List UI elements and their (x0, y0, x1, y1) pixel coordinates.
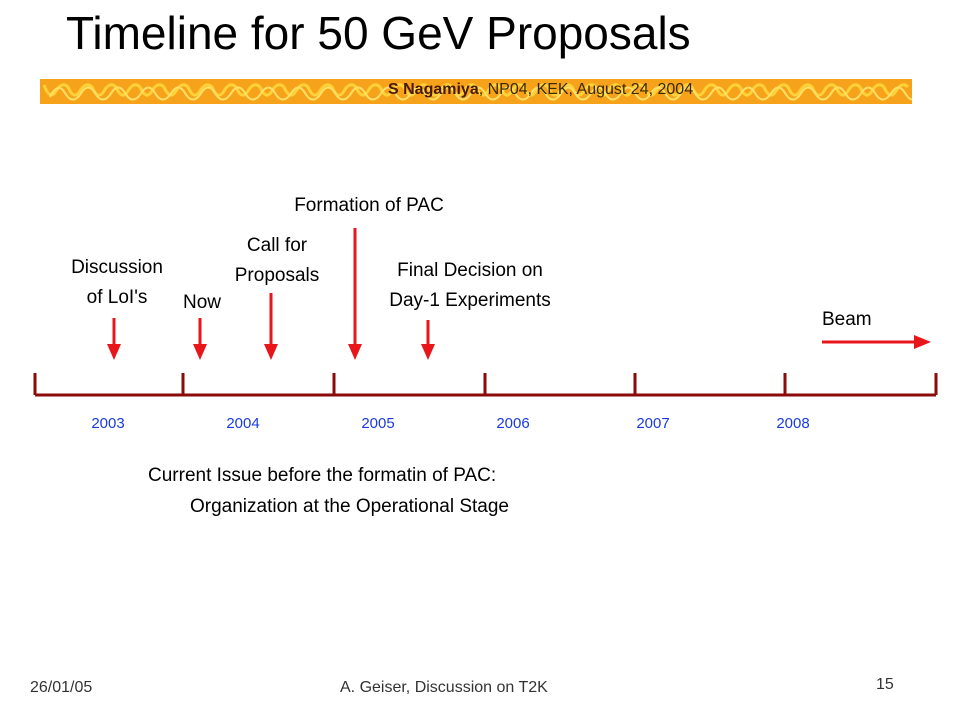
event-label-call-for-proposals: Call for Proposals (217, 231, 337, 291)
banner-squiggle-line (49, 86, 912, 101)
year-label-2003: 2003 (91, 415, 124, 432)
event-label-line: of LoI's (86, 287, 148, 308)
event-label-line: Discussion (71, 257, 163, 278)
banner-subtitle: S Nagamiya, NP04, KEK, August 24, 2004 (388, 81, 693, 99)
banner-author: S Nagamiya (388, 81, 479, 98)
year-label-2006: 2006 (496, 415, 529, 432)
event-label-beam: Beam (822, 309, 872, 330)
arrow-final-decision (421, 320, 435, 360)
event-label-now: Now (182, 292, 221, 313)
event-label-line: Proposals (234, 265, 320, 286)
arrow-now (193, 318, 207, 360)
year-label-2008: 2008 (776, 415, 809, 432)
event-label-line: Call for (246, 235, 308, 256)
event-arrows (107, 228, 931, 360)
timeline-ticks (33, 373, 938, 395)
footer-date: 26/01/05 (30, 679, 93, 696)
footer-author: A. Geiser, Discussion on T2K (340, 679, 548, 696)
current-issue-heading: Current Issue before the formatin of PAC… (148, 465, 497, 486)
arrow-discussion (107, 318, 121, 360)
arrow-formation-pac (348, 228, 362, 360)
year-label-2004: 2004 (226, 415, 259, 432)
arrow-beam (822, 335, 931, 349)
year-label-2005: 2005 (361, 415, 394, 432)
current-issue-detail: Organization at the Operational Stage (190, 496, 509, 517)
event-label-line: Day-1 Experiments (389, 290, 551, 311)
event-label-line: Final Decision on (397, 260, 543, 281)
footer-page-number: 15 (876, 676, 894, 693)
event-label-discussion: Discussion of LoI's (52, 253, 182, 313)
event-label-final-decision: Final Decision on Day-1 Experiments (372, 256, 568, 316)
year-label-2007: 2007 (636, 415, 669, 432)
banner-venue: , NP04, KEK, August 24, 2004 (478, 81, 694, 98)
slide-title: Timeline for 50 GeV Proposals (66, 7, 691, 59)
title-banner (40, 79, 912, 104)
arrow-call-for-proposals (264, 293, 278, 360)
event-label-formation-pac: Formation of PAC (294, 195, 444, 216)
